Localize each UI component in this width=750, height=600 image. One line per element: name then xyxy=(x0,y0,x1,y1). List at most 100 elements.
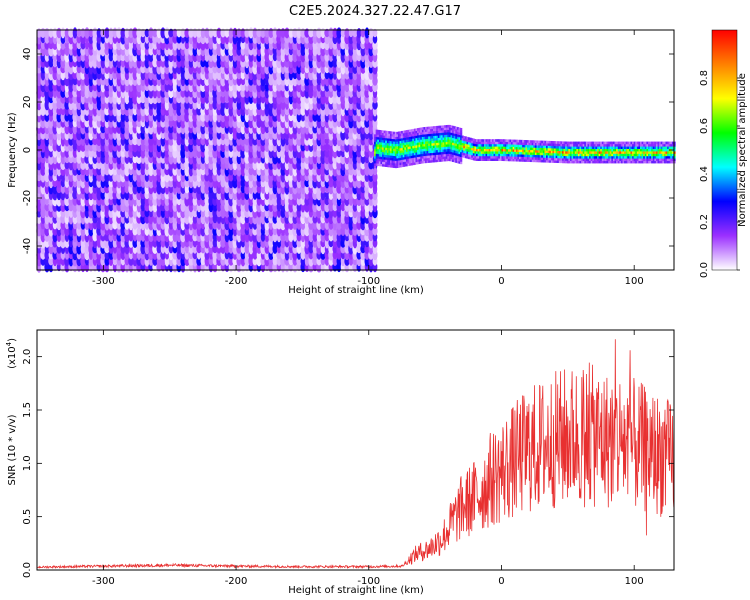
spectrogram-cell xyxy=(160,250,166,260)
spectrogram-cell xyxy=(212,238,218,248)
spectrogram-cell xyxy=(108,27,114,39)
spectrogram-cell xyxy=(184,46,190,56)
spectrogram-cell xyxy=(64,160,70,170)
spectrogram-cell xyxy=(72,76,78,86)
spectrogram-cell xyxy=(172,250,178,260)
spectrogram-cell xyxy=(184,250,190,260)
spectrogram-cell xyxy=(212,172,218,182)
spectrogram-cell xyxy=(460,161,463,165)
spectrogram-cell xyxy=(68,28,74,38)
spectrogram-cell xyxy=(196,244,202,254)
spectrogram-cell xyxy=(136,232,142,242)
spectrogram-cell xyxy=(220,28,226,38)
spectrogram-cell xyxy=(460,132,463,136)
spectrogram-cell xyxy=(192,190,198,200)
spectrogram-cell xyxy=(108,184,114,194)
spectrogram-cell xyxy=(192,244,198,254)
spectrogram-cell xyxy=(96,160,102,170)
spectrogram-cell xyxy=(460,130,463,133)
spectrogram-cell xyxy=(132,178,138,188)
spectrogram-cell xyxy=(96,28,102,38)
spectrogram-cell xyxy=(136,118,142,128)
spectrogram-cell xyxy=(200,136,206,146)
spectrogram-cell xyxy=(88,142,94,152)
spectrogram-cell xyxy=(148,154,154,164)
spectrogram-cell xyxy=(76,64,82,74)
spectrogram-cell xyxy=(160,130,166,140)
spectrogram-cell xyxy=(224,28,230,38)
spectrogram-cell xyxy=(72,70,78,80)
spectrogram-cell xyxy=(96,226,102,236)
spectrogram-cell xyxy=(52,64,58,74)
spectrogram-cell xyxy=(172,34,178,44)
spectrogram-cell xyxy=(188,232,194,242)
figure-title: C2E5.2024.327.22.47.G17 xyxy=(289,4,461,19)
spectrogram-cell xyxy=(460,159,463,162)
spectrogram-cell xyxy=(176,34,182,44)
spectrogram-cell xyxy=(56,244,62,254)
spectrogram-cell xyxy=(84,118,90,128)
spectrogram-cell xyxy=(48,256,54,266)
spectrogram-cell xyxy=(60,27,66,39)
spectrogram-cell xyxy=(140,34,146,44)
spectrogram-cell xyxy=(168,244,174,254)
spectrogram-cell xyxy=(152,190,158,200)
spectrogram-cell xyxy=(136,124,142,134)
spectrogram-cell xyxy=(188,136,194,146)
spectrogram-cell xyxy=(80,28,86,38)
spectrogram-cell xyxy=(140,64,146,74)
spectrogram-cell xyxy=(76,34,82,44)
spectrogram-cell xyxy=(76,172,82,182)
spectrogram-cell xyxy=(212,28,218,38)
spectrogram-cell xyxy=(188,28,194,38)
spectrogram-cell xyxy=(192,208,198,218)
spectrogram-cell xyxy=(132,154,138,164)
spectrogram-cell xyxy=(100,124,106,134)
spectrogram-cell xyxy=(200,27,206,39)
spectrogram-cell xyxy=(96,220,102,230)
spectrogram-cell xyxy=(120,58,126,68)
spectrogram-cell xyxy=(84,142,90,152)
spectrogram-cell xyxy=(76,88,82,98)
spectrogram-cell xyxy=(84,148,90,158)
spectrogram-cell xyxy=(188,130,194,140)
spectrogram-cell xyxy=(64,28,70,38)
spectrogram-cell xyxy=(156,58,162,68)
spectrogram-cell xyxy=(88,28,94,38)
spectrogram-cell xyxy=(72,27,78,39)
spectrogram-cell xyxy=(140,124,146,134)
spectrogram-cell xyxy=(100,130,106,140)
spectrogram-cell xyxy=(144,214,150,224)
spectrogram-cell xyxy=(148,46,154,56)
spectrogram-cell xyxy=(104,106,110,116)
spectrogram-cell xyxy=(374,168,377,171)
spectrogram-cell xyxy=(176,28,182,38)
spectrogram-cell xyxy=(184,178,190,188)
spectrogram-cell xyxy=(196,106,202,116)
spectrogram-cell xyxy=(52,226,58,236)
spectrogram-cell xyxy=(56,106,62,116)
spectrogram-cell xyxy=(36,178,42,188)
spectrogram-cell xyxy=(184,28,190,38)
spectrogram-cell xyxy=(220,94,226,104)
spectrogram-cell xyxy=(180,28,186,38)
spectrogram-cell xyxy=(228,256,234,266)
spectrogram-cell xyxy=(140,256,146,266)
spectrogram-cell xyxy=(192,70,198,80)
spectrogram-cell xyxy=(168,28,174,38)
spectrogram-cell xyxy=(148,136,154,146)
spectrogram-cell xyxy=(140,28,146,38)
spectrogram-cell xyxy=(112,70,118,80)
spectrogram-cell xyxy=(96,166,102,176)
spectrogram-cell xyxy=(156,52,162,62)
spectrogram-cell xyxy=(136,226,142,236)
spectrogram-cell xyxy=(128,256,134,266)
spectrogram-cell xyxy=(196,28,202,38)
spectrogram-cell xyxy=(212,190,218,200)
spectrogram-cell xyxy=(164,142,170,152)
spectrogram-cell xyxy=(152,28,158,38)
spectrogram-cell xyxy=(374,165,377,169)
spectrogram-cell xyxy=(40,40,46,50)
